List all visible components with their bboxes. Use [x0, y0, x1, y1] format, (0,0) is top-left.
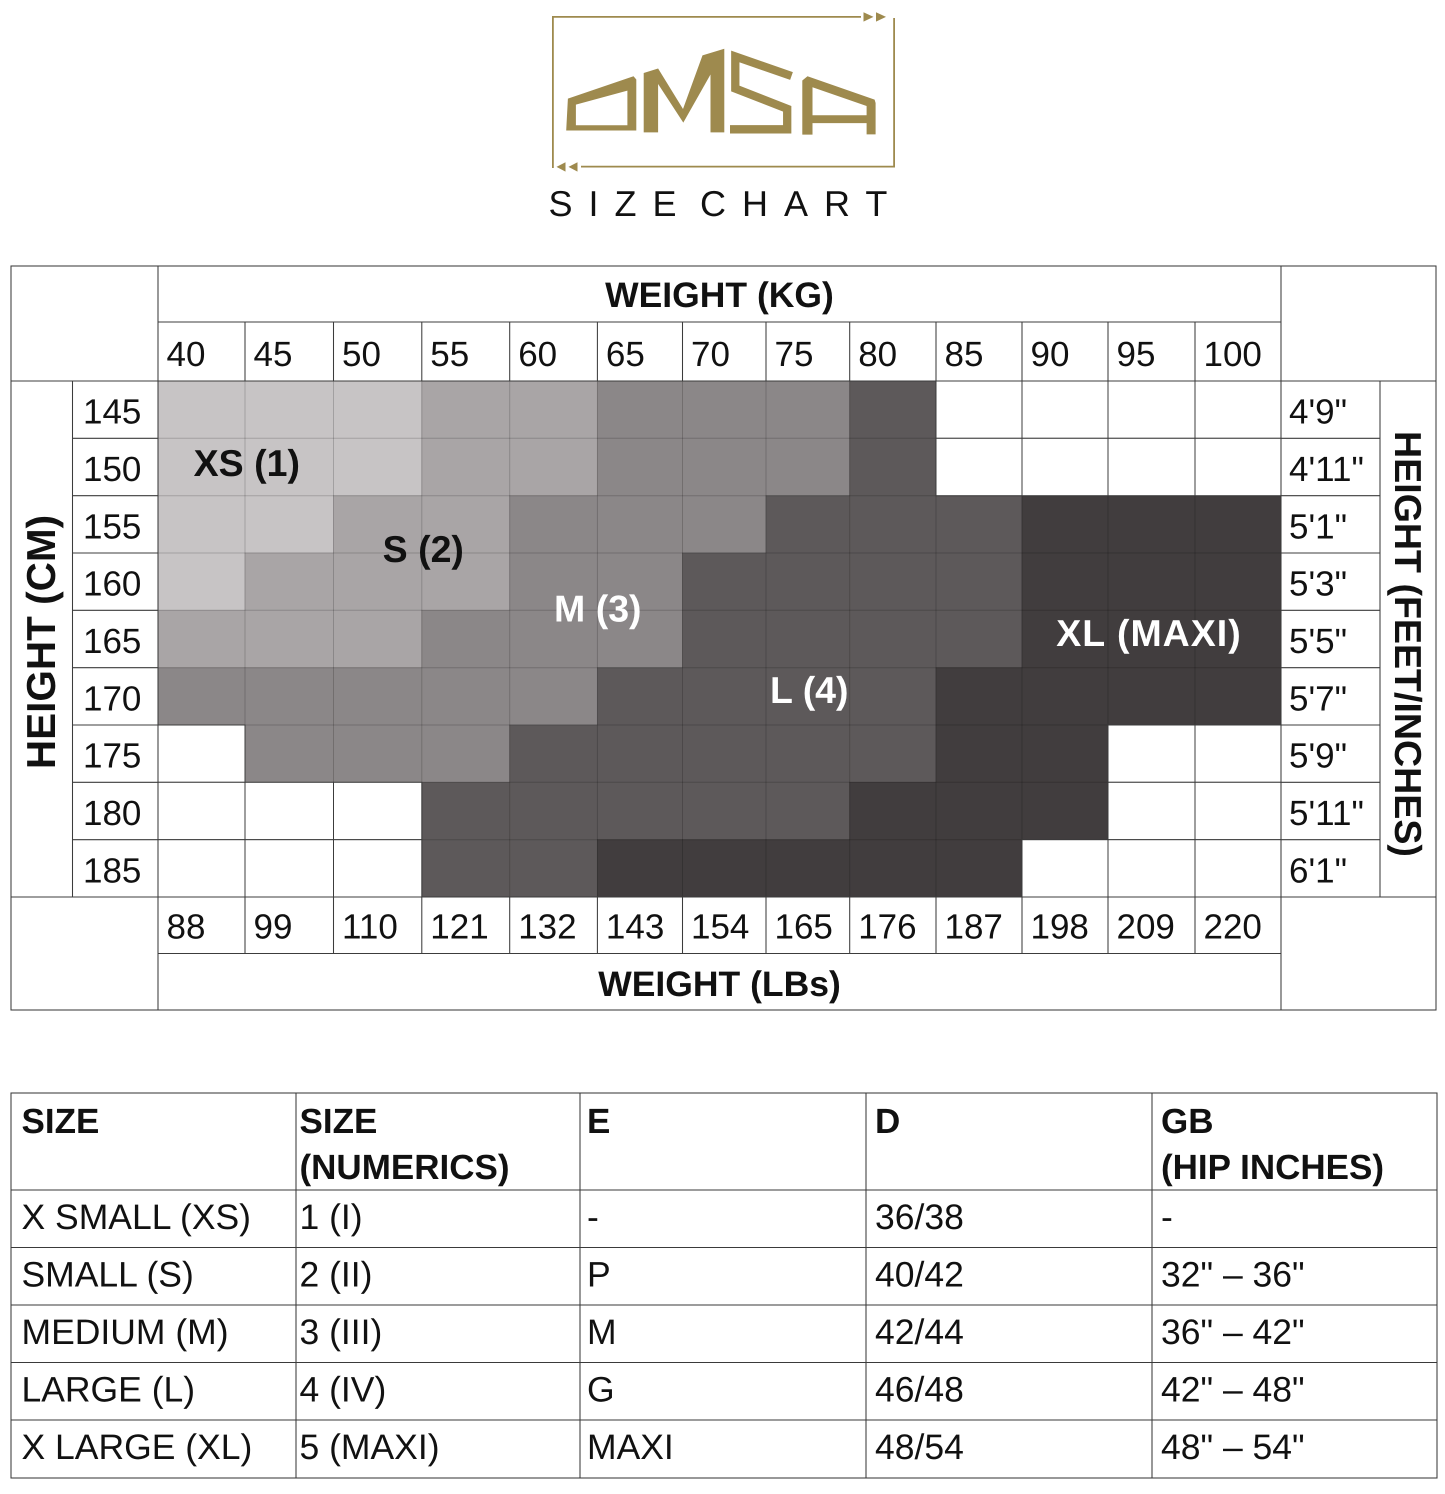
- svg-text:5'7": 5'7": [1289, 679, 1347, 718]
- svg-text:198: 198: [1031, 908, 1089, 947]
- svg-text:HEIGHT (FEET/INCHES): HEIGHT (FEET/INCHES): [1387, 431, 1429, 857]
- svg-text:2 (II): 2 (II): [300, 1255, 373, 1295]
- svg-text:S (2): S (2): [383, 528, 464, 570]
- svg-text:XS (1): XS (1): [194, 442, 300, 484]
- svg-text:X LARGE (XL): X LARGE (XL): [22, 1427, 253, 1467]
- svg-text:4'11": 4'11": [1289, 450, 1364, 489]
- svg-text:(HIP INCHES): (HIP INCHES): [1161, 1148, 1384, 1187]
- svg-text:MAXI: MAXI: [587, 1427, 674, 1467]
- svg-text:4 (IV): 4 (IV): [300, 1370, 387, 1410]
- svg-text:WEIGHT (LBs): WEIGHT (LBs): [598, 964, 841, 1004]
- svg-text:5'5": 5'5": [1289, 622, 1347, 661]
- svg-text:E: E: [587, 1102, 610, 1141]
- svg-text:5'9": 5'9": [1289, 737, 1347, 776]
- svg-text:SMALL (S): SMALL (S): [22, 1255, 194, 1295]
- svg-text:40/42: 40/42: [875, 1255, 964, 1295]
- svg-text:50: 50: [342, 335, 381, 374]
- svg-text:42" – 48": 42" – 48": [1161, 1370, 1305, 1410]
- svg-text:187: 187: [945, 908, 1003, 947]
- svg-text:160: 160: [83, 565, 141, 604]
- svg-text:48/54: 48/54: [875, 1427, 964, 1467]
- svg-text:5 (MAXI): 5 (MAXI): [300, 1427, 440, 1467]
- svg-text:209: 209: [1117, 908, 1175, 947]
- svg-text:220: 220: [1204, 908, 1262, 947]
- svg-text:95: 95: [1117, 335, 1156, 374]
- svg-text:G: G: [587, 1370, 615, 1410]
- svg-text:165: 165: [83, 622, 141, 661]
- svg-text:40: 40: [167, 335, 206, 374]
- svg-text:(NUMERICS): (NUMERICS): [300, 1148, 510, 1187]
- svg-text:M: M: [587, 1312, 617, 1352]
- svg-text:176: 176: [858, 908, 916, 947]
- svg-text:65: 65: [606, 335, 645, 374]
- svg-text:MEDIUM (M): MEDIUM (M): [22, 1312, 229, 1352]
- svg-text:45: 45: [254, 335, 293, 374]
- svg-text:48" – 54": 48" – 54": [1161, 1427, 1305, 1467]
- svg-text:154: 154: [691, 908, 749, 947]
- svg-text:SIZE: SIZE: [300, 1102, 378, 1141]
- svg-text:X SMALL (XS): X SMALL (XS): [22, 1197, 252, 1237]
- svg-text:85: 85: [945, 335, 984, 374]
- svg-text:70: 70: [691, 335, 730, 374]
- svg-text:SIZE: SIZE: [549, 183, 693, 224]
- svg-text:CHART: CHART: [700, 183, 903, 224]
- svg-text:SIZE: SIZE: [22, 1102, 100, 1141]
- svg-text:145: 145: [83, 393, 141, 432]
- svg-text:-: -: [1161, 1197, 1173, 1237]
- svg-text:150: 150: [83, 450, 141, 489]
- svg-text:HEIGHT (CM): HEIGHT (CM): [18, 515, 64, 769]
- svg-text:L (4): L (4): [770, 669, 848, 711]
- svg-text:D: D: [875, 1102, 900, 1141]
- svg-text:GB: GB: [1161, 1102, 1214, 1141]
- svg-text:75: 75: [775, 335, 814, 374]
- svg-text:170: 170: [83, 679, 141, 718]
- svg-text:155: 155: [83, 507, 141, 546]
- svg-text:165: 165: [775, 908, 833, 947]
- svg-text:5'1": 5'1": [1289, 507, 1347, 546]
- svg-text:46/48: 46/48: [875, 1370, 964, 1410]
- svg-text:110: 110: [342, 908, 398, 947]
- svg-text:90: 90: [1031, 335, 1070, 374]
- svg-text:XL (MAXI): XL (MAXI): [1056, 612, 1241, 654]
- svg-text:P: P: [587, 1255, 611, 1295]
- svg-text:80: 80: [858, 335, 897, 374]
- svg-text:185: 185: [83, 851, 141, 890]
- svg-text:42/44: 42/44: [875, 1312, 964, 1352]
- svg-text:32" – 36": 32" – 36": [1161, 1255, 1305, 1295]
- svg-text:LARGE (L): LARGE (L): [22, 1370, 196, 1410]
- svg-text:M (3): M (3): [554, 588, 642, 630]
- svg-text:WEIGHT (KG): WEIGHT (KG): [605, 275, 834, 315]
- svg-text:3 (III): 3 (III): [300, 1312, 383, 1352]
- svg-text:36" – 42": 36" – 42": [1161, 1312, 1305, 1352]
- svg-text:-: -: [587, 1197, 599, 1237]
- svg-text:100: 100: [1204, 335, 1262, 374]
- svg-text:99: 99: [254, 908, 293, 947]
- svg-text:88: 88: [167, 908, 206, 947]
- svg-text:175: 175: [83, 737, 141, 776]
- svg-text:180: 180: [83, 794, 141, 833]
- svg-text:4'9": 4'9": [1289, 393, 1347, 432]
- svg-text:132: 132: [518, 908, 576, 947]
- svg-text:143: 143: [606, 908, 664, 947]
- svg-text:6'1": 6'1": [1289, 851, 1347, 890]
- svg-text:55: 55: [430, 335, 469, 374]
- svg-text:5'3": 5'3": [1289, 565, 1347, 604]
- svg-text:36/38: 36/38: [875, 1197, 964, 1237]
- svg-text:60: 60: [518, 335, 557, 374]
- svg-text:1 (I): 1 (I): [300, 1197, 363, 1237]
- svg-text:121: 121: [430, 908, 488, 947]
- svg-text:5'11": 5'11": [1289, 794, 1364, 833]
